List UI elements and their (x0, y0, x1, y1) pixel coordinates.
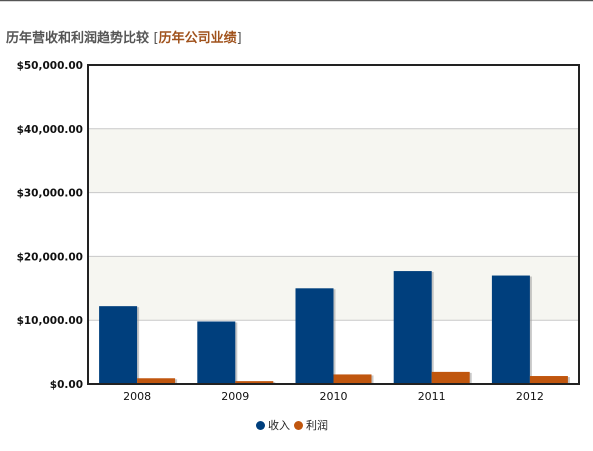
revenue-bar[interactable] (393, 271, 432, 384)
top-rule (0, 0, 593, 1)
legend-marker-revenue (256, 420, 265, 430)
chart-header: 历年营收和利润趋势比较 [历年公司业绩] (6, 27, 242, 46)
y-tick-label: $30,000.00 (17, 188, 83, 200)
revenue-bar[interactable] (295, 288, 334, 384)
profit-bar[interactable] (333, 374, 372, 384)
top-rule-shadow (0, 1, 593, 2)
y-axis-labels: $0.00 $10,000.00 $20,000.00 $30,000.00 $40,0… (17, 60, 83, 391)
x-axis-labels: 2008 2009 2010 2011 2012 (123, 390, 544, 403)
profit-bar[interactable] (431, 371, 470, 384)
y-tick-label: $50,000.00 (17, 60, 83, 72)
x-tick-label: 2008 (123, 390, 151, 403)
header-bracket-open: [ (153, 31, 159, 46)
legend-label-revenue: 收入 (268, 419, 290, 432)
chart-legend: 收入 利润 (256, 417, 332, 433)
plot-band (88, 128, 579, 193)
legend-marker-profit (294, 420, 303, 430)
x-tick-label: 2010 (320, 390, 348, 403)
y-tick-label: $20,000.00 (17, 251, 83, 263)
header-title: 历年营收和利润趋势比较 (6, 31, 150, 46)
plot-frame (87, 64, 580, 385)
profit-bar[interactable] (529, 376, 568, 384)
company-performance-link[interactable]: 历年公司业绩 (158, 31, 237, 46)
y-tick-label: $10,000.00 (17, 315, 83, 327)
y-tick-label: $40,000.00 (17, 124, 83, 136)
revenue-bar[interactable] (197, 321, 236, 384)
legend-item-profit[interactable]: 利润 (294, 417, 328, 433)
profit-bar[interactable] (137, 378, 176, 384)
y-tick-label: $0.00 (50, 379, 83, 391)
legend-label-profit: 利润 (306, 419, 328, 432)
x-tick-label: 2009 (221, 390, 249, 403)
header-bracket-close: ] (236, 31, 242, 46)
legend-item-revenue[interactable]: 收入 (256, 417, 290, 433)
x-tick-label: 2012 (516, 390, 544, 403)
revenue-bar[interactable] (491, 275, 530, 384)
x-tick-label: 2011 (418, 390, 446, 403)
revenue-bar[interactable] (99, 306, 138, 384)
bars (99, 271, 570, 384)
profit-bar[interactable] (235, 381, 274, 384)
